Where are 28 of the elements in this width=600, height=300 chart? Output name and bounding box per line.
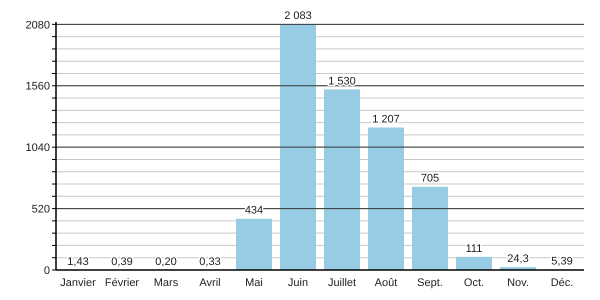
x-tick-label: Sept. xyxy=(417,276,443,289)
data-label: 0,20 xyxy=(155,256,177,268)
x-tick-label: Janvier xyxy=(60,276,96,289)
y-tick-label: 0 xyxy=(44,264,50,277)
x-tick-label: Mai xyxy=(245,276,263,289)
x-tick-label: Oct. xyxy=(464,276,484,289)
data-label: 24,3 xyxy=(507,253,529,266)
data-label: 5,39 xyxy=(551,255,573,268)
data-label: 1,43 xyxy=(67,256,89,268)
data-label: 0,39 xyxy=(111,256,133,268)
x-tick-label: Juin xyxy=(288,276,308,289)
y-tick-label: 1560 xyxy=(26,80,50,93)
data-label: 1 530 xyxy=(328,75,356,88)
x-tick-label: Juillet xyxy=(328,276,356,289)
y-tick-label: 2080 xyxy=(26,19,50,32)
data-label: 1 207 xyxy=(372,113,400,126)
x-tick-label: Février xyxy=(104,276,140,289)
data-label: 705 xyxy=(420,172,440,185)
x-tick-label: Déc. xyxy=(550,276,574,289)
y-tick-label: 520 xyxy=(32,203,50,216)
data-label: 111 xyxy=(466,242,482,255)
data-label: 2 083 xyxy=(284,10,312,22)
data-label: 0,33 xyxy=(199,256,221,268)
x-tick-label: Avril xyxy=(199,276,221,289)
x-tick-label: Mars xyxy=(154,276,179,289)
x-tick-label: Août xyxy=(374,276,398,289)
y-tick-label: 1040 xyxy=(26,142,50,154)
x-tick-label: Nov. xyxy=(507,276,529,289)
